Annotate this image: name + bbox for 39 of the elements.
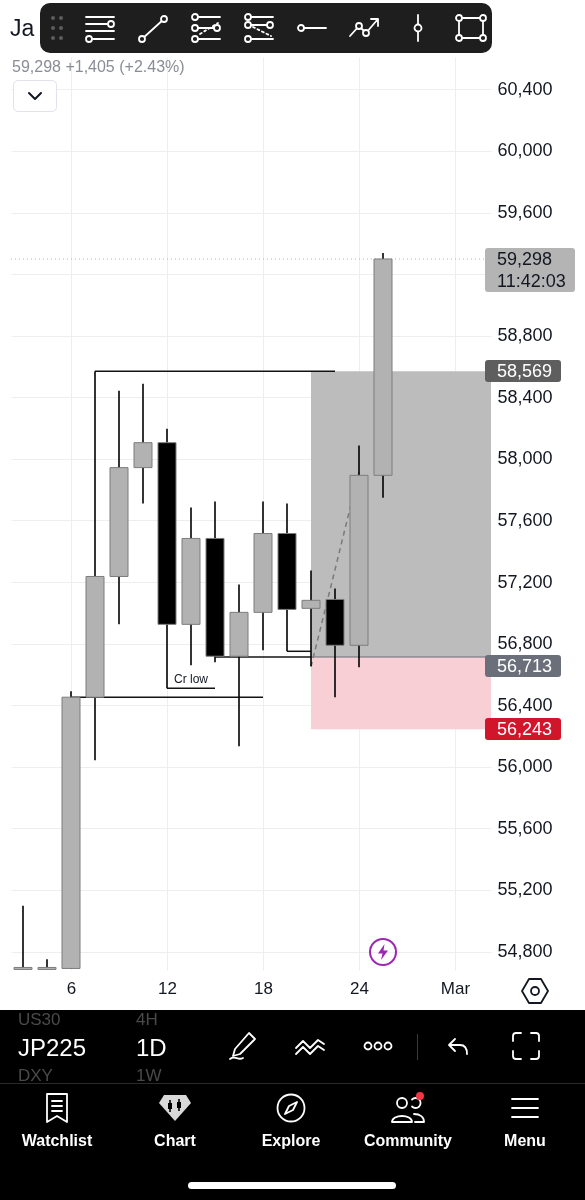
chart-subtitle: 59,298 +1,405 (+2.43%): [12, 57, 185, 77]
y-tick-label: 59,600: [497, 202, 553, 222]
y-tick-label: 55,200: [497, 879, 553, 900]
text: Chart: [154, 1131, 196, 1151]
y-tick-label: 57,200: [497, 571, 553, 592]
text: 1W: [136, 1065, 162, 1086]
chart-title: Ja: [10, 14, 35, 42]
x-tick-label: Mar: [440, 978, 471, 998]
y-tick-label: 55,600: [497, 817, 553, 838]
candlestick: [37, 958, 57, 970]
y-tick-label: 57,600: [497, 509, 553, 530]
text: 4H: [136, 1009, 158, 1030]
text: Explore: [261, 1131, 321, 1151]
series-label: Cr low: [174, 672, 209, 687]
y-tick-label: 60,000: [497, 140, 553, 161]
x-tick-label: 6: [66, 978, 77, 998]
text: DXY: [18, 1065, 53, 1086]
y-tick-label: 54,800: [497, 941, 553, 962]
ref-line-label: 56,713: [485, 654, 562, 677]
text: 1D: [136, 1032, 167, 1062]
y-tick-label: 58,800: [497, 325, 553, 346]
y-tick-label: 58,000: [497, 448, 553, 469]
band-label: 56,243: [485, 718, 562, 741]
y-tick-label: 58,400: [497, 386, 553, 407]
text: Watchlist: [21, 1131, 93, 1151]
candlestick: [13, 905, 33, 970]
text: Menu: [504, 1131, 546, 1151]
y-tick-label: 56,800: [497, 633, 553, 654]
text: Community: [364, 1131, 452, 1151]
band-label: 58,569: [485, 360, 562, 383]
x-tick-label: 18: [254, 978, 273, 998]
y-tick-label: 56,000: [497, 756, 553, 777]
y-tick-label: 56,400: [497, 694, 553, 715]
ref-line-label: 59,298 11:42:03: [485, 247, 575, 292]
text: JP225: [18, 1032, 87, 1062]
y-tick-label: 60,400: [497, 78, 553, 99]
text: US30: [18, 1009, 61, 1030]
x-tick-label: 12: [158, 978, 177, 998]
x-tick-label: 24: [350, 978, 369, 998]
